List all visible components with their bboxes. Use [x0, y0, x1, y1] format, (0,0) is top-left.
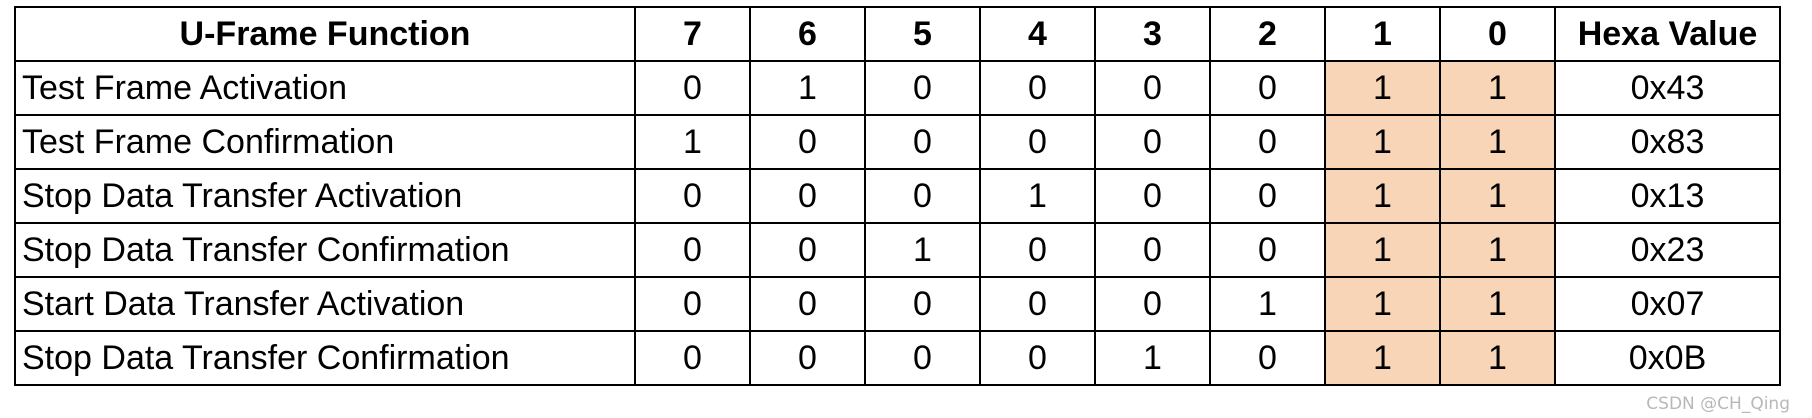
table-row: Stop Data Transfer Confirmation 0 0 1 0 … [14, 222, 1781, 278]
header-bit-1: 1 [1324, 6, 1441, 62]
function-cell: Stop Data Transfer Confirmation [14, 222, 636, 278]
function-cell: Test Frame Confirmation [14, 114, 636, 170]
function-cell: Stop Data Transfer Activation [14, 168, 636, 224]
header-bit-2: 2 [1209, 6, 1326, 62]
bit-cell: 0 [864, 276, 981, 332]
u-frame-table: U-Frame Function 7 6 5 4 3 2 1 0 Hexa Va… [14, 6, 1781, 386]
function-cell: Start Data Transfer Activation [14, 276, 636, 332]
table-row: Stop Data Transfer Confirmation 0 0 0 0 … [14, 330, 1781, 386]
bit-cell: 0 [634, 222, 751, 278]
bit-cell: 0 [1094, 168, 1211, 224]
bit-cell-highlighted: 1 [1439, 330, 1556, 386]
header-function: U-Frame Function [14, 6, 636, 62]
bit-cell-highlighted: 1 [1324, 60, 1441, 116]
bit-cell: 0 [1094, 276, 1211, 332]
bit-cell: 1 [864, 222, 981, 278]
bit-cell: 0 [979, 330, 1096, 386]
bit-cell: 0 [1209, 222, 1326, 278]
function-cell: Test Frame Activation [14, 60, 636, 116]
bit-cell-highlighted: 1 [1324, 330, 1441, 386]
bit-cell: 0 [749, 114, 866, 170]
bit-cell: 0 [1094, 222, 1211, 278]
u-frame-table-container: U-Frame Function 7 6 5 4 3 2 1 0 Hexa Va… [14, 6, 1781, 386]
header-bit-5: 5 [864, 6, 981, 62]
header-bit-7: 7 [634, 6, 751, 62]
bit-cell: 0 [749, 168, 866, 224]
bit-cell-highlighted: 1 [1439, 60, 1556, 116]
hex-value-cell: 0x13 [1554, 168, 1781, 224]
function-cell: Stop Data Transfer Confirmation [14, 330, 636, 386]
bit-cell: 0 [749, 222, 866, 278]
bit-cell-highlighted: 1 [1439, 222, 1556, 278]
bit-cell: 0 [634, 60, 751, 116]
bit-cell: 0 [749, 276, 866, 332]
bit-cell: 0 [1209, 114, 1326, 170]
bit-cell: 0 [1209, 330, 1326, 386]
table-row: Start Data Transfer Activation 0 0 0 0 0… [14, 276, 1781, 332]
bit-cell: 0 [1094, 60, 1211, 116]
bit-cell: 0 [979, 276, 1096, 332]
table-row: Test Frame Activation 0 1 0 0 0 0 1 1 0x… [14, 60, 1781, 116]
table-row: Test Frame Confirmation 1 0 0 0 0 0 1 1 … [14, 114, 1781, 170]
bit-cell: 0 [634, 276, 751, 332]
header-hex-value: Hexa Value [1554, 6, 1781, 62]
watermark: CSDN @CH_Qing [1646, 394, 1790, 414]
bit-cell: 0 [634, 168, 751, 224]
header-bit-0: 0 [1439, 6, 1556, 62]
bit-cell: 0 [979, 60, 1096, 116]
bit-cell-highlighted: 1 [1439, 114, 1556, 170]
bit-cell: 0 [979, 114, 1096, 170]
header-bit-6: 6 [749, 6, 866, 62]
bit-cell-highlighted: 1 [1439, 276, 1556, 332]
bit-cell: 0 [1209, 60, 1326, 116]
bit-cell: 0 [749, 330, 866, 386]
bit-cell: 1 [634, 114, 751, 170]
bit-cell: 1 [749, 60, 866, 116]
bit-cell: 1 [979, 168, 1096, 224]
bit-cell: 0 [1209, 168, 1326, 224]
bit-cell-highlighted: 1 [1324, 276, 1441, 332]
hex-value-cell: 0x43 [1554, 60, 1781, 116]
table-header-row: U-Frame Function 7 6 5 4 3 2 1 0 Hexa Va… [14, 6, 1781, 62]
bit-cell: 0 [864, 330, 981, 386]
bit-cell: 1 [1209, 276, 1326, 332]
bit-cell-highlighted: 1 [1439, 168, 1556, 224]
bit-cell: 0 [864, 60, 981, 116]
bit-cell: 0 [1094, 114, 1211, 170]
bit-cell-highlighted: 1 [1324, 168, 1441, 224]
bit-cell-highlighted: 1 [1324, 222, 1441, 278]
bit-cell-highlighted: 1 [1324, 114, 1441, 170]
hex-value-cell: 0x07 [1554, 276, 1781, 332]
table-row: Stop Data Transfer Activation 0 0 0 1 0 … [14, 168, 1781, 224]
bit-cell: 0 [864, 168, 981, 224]
bit-cell: 0 [864, 114, 981, 170]
bit-cell: 0 [979, 222, 1096, 278]
hex-value-cell: 0x83 [1554, 114, 1781, 170]
hex-value-cell: 0x23 [1554, 222, 1781, 278]
bit-cell: 0 [634, 330, 751, 386]
hex-value-cell: 0x0B [1554, 330, 1781, 386]
bit-cell: 1 [1094, 330, 1211, 386]
header-bit-4: 4 [979, 6, 1096, 62]
header-bit-3: 3 [1094, 6, 1211, 62]
